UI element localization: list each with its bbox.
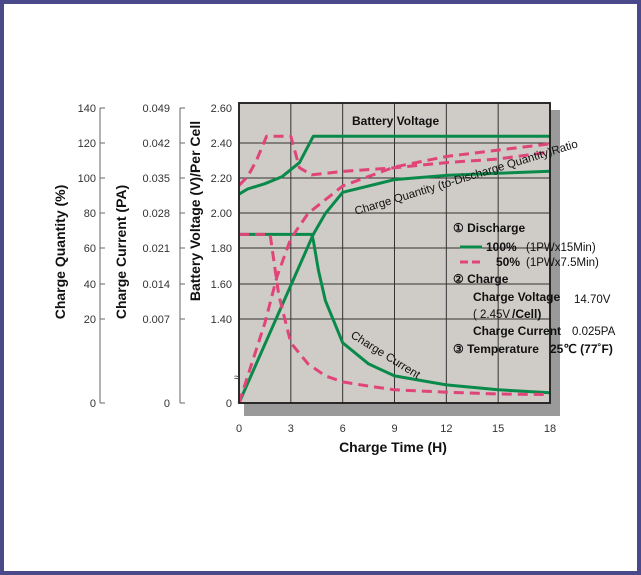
y-quantity-tick-label: 0 xyxy=(90,398,96,410)
y-voltage-tick-label: 2.60 xyxy=(211,103,232,115)
legend-cell-voltage-value: ( 2.45V xyxy=(473,309,510,321)
y-voltage-tick-label: 1.80 xyxy=(211,243,232,255)
quantity-line-50 xyxy=(237,142,551,404)
y-quantity-tick-label: 80 xyxy=(84,208,96,220)
y-current-tick-label: 0 xyxy=(164,398,170,410)
y-current-tick-label: 0.042 xyxy=(142,138,170,150)
legend-temperature-label: ③ Temperature xyxy=(453,342,539,356)
legend-charge-voltage-label: Charge Voltage xyxy=(473,290,560,304)
y-current-tick-label: 0.035 xyxy=(142,173,170,185)
y-quantity-tick-label: 140 xyxy=(78,103,96,115)
y-axis-title-current: Charge Current (PA) xyxy=(113,185,129,319)
x-tick-label: 9 xyxy=(391,423,397,435)
y-voltage-tick-label: 1.60 xyxy=(211,279,232,291)
y-axis-title-voltage: Battery Voltage (V)/Per Cell xyxy=(187,121,203,301)
y-current-tick-label: 0.028 xyxy=(142,208,170,220)
x-tick-label: 6 xyxy=(340,423,346,435)
y-voltage-tick-label: 2.40 xyxy=(211,138,232,150)
x-tick-label: 12 xyxy=(440,423,452,435)
legend-label-50: 50% xyxy=(496,255,520,269)
y-voltage-tick-label: 0 xyxy=(226,398,232,410)
legend-label-100: 100% xyxy=(486,240,517,254)
x-tick-label: 18 xyxy=(544,423,556,435)
y-quantity-tick-label: 100 xyxy=(78,173,96,185)
legend-charge-title: ② Charge xyxy=(453,272,509,286)
chart: ≈ 0 3 6 9 12 15 18 140 120 100 80 60 40 20 0 0.049 0.042… xyxy=(52,102,616,455)
y-quantity-tick-label: 20 xyxy=(84,314,96,326)
y-current-tick-label: 0.049 xyxy=(142,103,170,115)
legend-cell-voltage-unit: /Cell) xyxy=(512,307,541,321)
legend: ① Discharge 100% (1PWx15Min) 50% (1PWx7.… xyxy=(453,221,616,356)
y-current-tick-label: 0.007 xyxy=(142,314,170,326)
legend-charge-voltage-value: 14.70V xyxy=(574,294,611,306)
voltage-line-100 xyxy=(238,134,550,196)
quantity-line-100 xyxy=(237,169,551,404)
chart-frame: ≈ 0 3 6 9 12 15 18 140 120 100 80 60 40 20 0 0.049 0.042… xyxy=(4,4,637,571)
y-current-tick-label: 0.021 xyxy=(142,243,170,255)
legend-temperature-value: 25℃ (77˚F) xyxy=(550,342,613,356)
y-quantity-tick-label: 40 xyxy=(84,279,96,291)
y-quantity-tick-label: 60 xyxy=(84,243,96,255)
x-axis-title: Charge Time (H) xyxy=(339,439,447,455)
y-axis-title-quantity: Charge Quantity (%) xyxy=(52,185,68,320)
y-current-tick-label: 0.014 xyxy=(142,279,170,291)
y-quantity-tick-label: 120 xyxy=(78,138,96,150)
x-tick-label: 0 xyxy=(236,423,242,435)
ticks-layer: 0 3 6 9 12 15 18 140 120 100 80 60 40 20 0 0.049 0.042 0.… xyxy=(78,103,556,435)
voltage-line-50 xyxy=(237,134,551,187)
legend-discharge-title: ① Discharge xyxy=(453,221,525,235)
label-battery-voltage: Battery Voltage xyxy=(352,114,439,128)
x-tick-label: 3 xyxy=(288,423,294,435)
y-voltage-tick-label: 2.00 xyxy=(211,208,232,220)
legend-detail-50: (1PWx7.5Min) xyxy=(526,257,599,269)
legend-detail-100: (1PWx15Min) xyxy=(526,242,596,254)
legend-charge-current-value: 0.025PA xyxy=(572,326,616,338)
x-tick-label: 15 xyxy=(492,423,504,435)
y-voltage-tick-label: 1.40 xyxy=(211,314,232,326)
plot-border xyxy=(238,102,551,404)
current-line-50 xyxy=(239,232,551,397)
legend-charge-current-label: Charge Current xyxy=(473,324,561,338)
axis-break-mark: ≈ xyxy=(234,372,240,384)
series-layer xyxy=(237,134,551,404)
y-voltage-tick-label: 2.20 xyxy=(211,173,232,185)
